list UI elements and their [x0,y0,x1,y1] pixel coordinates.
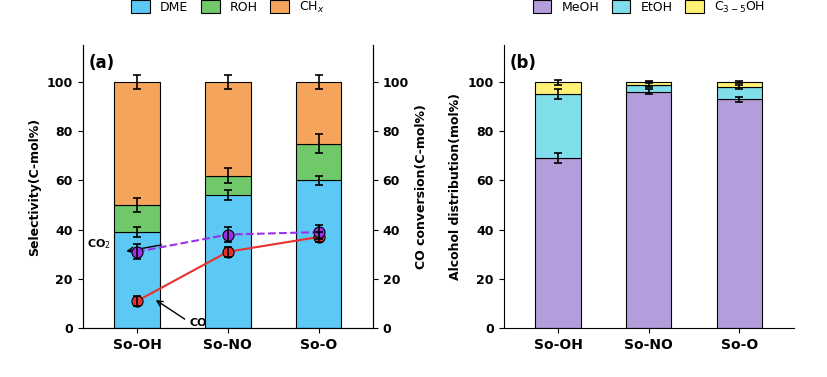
Bar [114,232,160,328]
Bar [717,99,762,328]
Bar [205,176,251,195]
Bar [626,92,672,328]
Text: CO$_2$: CO$_2$ [87,237,111,251]
Text: (b): (b) [509,54,536,72]
Bar [296,144,342,181]
Bar [205,82,251,176]
Bar [535,94,581,158]
Bar [296,82,342,144]
Y-axis label: Selectivity(C-mol%): Selectivity(C-mol%) [28,118,41,256]
Bar [626,84,672,92]
Bar [114,82,160,205]
Text: CO: CO [189,317,208,328]
Legend: MeOH, EtOH, C$_{3-5}$OH: MeOH, EtOH, C$_{3-5}$OH [528,0,770,20]
Bar [535,82,581,94]
Bar [205,195,251,328]
Legend: DME, ROH, CH$_x$: DME, ROH, CH$_x$ [127,0,329,20]
Y-axis label: CO conversion(C-mol%): CO conversion(C-mol%) [414,104,428,269]
Bar [114,205,160,232]
Bar [296,181,342,328]
Bar [717,87,762,99]
Bar [535,158,581,328]
Bar [717,82,762,87]
Text: (a): (a) [88,54,115,72]
Y-axis label: Alcohol distribution(mol%): Alcohol distribution(mol%) [449,93,462,280]
Bar [626,82,672,84]
